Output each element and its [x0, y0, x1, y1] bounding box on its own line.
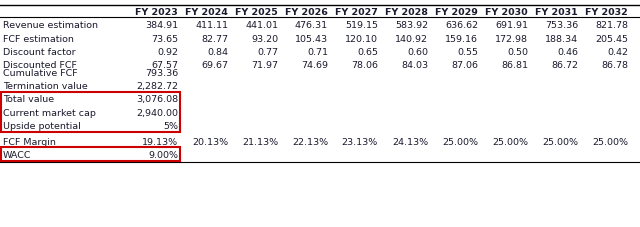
Text: 67.57: 67.57: [151, 61, 178, 70]
Text: 0.55: 0.55: [457, 48, 478, 57]
Bar: [1, 93, 180, 133]
Text: 120.10: 120.10: [345, 35, 378, 43]
Text: 25.00%: 25.00%: [592, 137, 628, 146]
Text: FY 2025: FY 2025: [236, 7, 278, 16]
Text: 159.16: 159.16: [445, 35, 478, 43]
Text: 5%: 5%: [163, 121, 178, 130]
Text: 0.65: 0.65: [357, 48, 378, 57]
Text: 9.00%: 9.00%: [148, 150, 178, 159]
Text: 0.50: 0.50: [507, 48, 528, 57]
Text: 25.00%: 25.00%: [442, 137, 478, 146]
Text: 105.43: 105.43: [295, 35, 328, 43]
Text: 20.13%: 20.13%: [192, 137, 228, 146]
Bar: [1, 148, 180, 161]
Text: 0.46: 0.46: [557, 48, 578, 57]
Text: 476.31: 476.31: [295, 21, 328, 30]
Text: 25.00%: 25.00%: [492, 137, 528, 146]
Text: 0.84: 0.84: [207, 48, 228, 57]
Text: 691.91: 691.91: [495, 21, 528, 30]
Text: 140.92: 140.92: [395, 35, 428, 43]
Text: 21.13%: 21.13%: [242, 137, 278, 146]
Text: Termination value: Termination value: [3, 82, 88, 91]
Text: 86.81: 86.81: [501, 61, 528, 70]
Text: FY 2026: FY 2026: [285, 7, 328, 16]
Text: 0.92: 0.92: [157, 48, 178, 57]
Text: 441.01: 441.01: [245, 21, 278, 30]
Text: 84.03: 84.03: [401, 61, 428, 70]
Text: Current market cap: Current market cap: [3, 108, 96, 117]
Text: 19.13%: 19.13%: [142, 137, 178, 146]
Text: 519.15: 519.15: [345, 21, 378, 30]
Text: Cumulative FCF: Cumulative FCF: [3, 69, 77, 78]
Text: 172.98: 172.98: [495, 35, 528, 43]
Text: 0.42: 0.42: [607, 48, 628, 57]
Text: 205.45: 205.45: [595, 35, 628, 43]
Text: 71.97: 71.97: [251, 61, 278, 70]
Text: Total value: Total value: [3, 95, 54, 104]
Text: 753.36: 753.36: [545, 21, 578, 30]
Text: 793.36: 793.36: [145, 69, 178, 78]
Text: Discount factor: Discount factor: [3, 48, 76, 57]
Text: 384.91: 384.91: [145, 21, 178, 30]
Text: Upside potential: Upside potential: [3, 121, 81, 130]
Text: 82.77: 82.77: [201, 35, 228, 43]
Text: 583.92: 583.92: [395, 21, 428, 30]
Text: FY 2023: FY 2023: [135, 7, 178, 16]
Text: 74.69: 74.69: [301, 61, 328, 70]
Text: Revenue estimation: Revenue estimation: [3, 21, 98, 30]
Text: 0.77: 0.77: [257, 48, 278, 57]
Text: 821.78: 821.78: [595, 21, 628, 30]
Text: 2,282.72: 2,282.72: [136, 82, 178, 91]
Text: FY 2029: FY 2029: [435, 7, 478, 16]
Text: 78.06: 78.06: [351, 61, 378, 70]
Text: FCF Margin: FCF Margin: [3, 137, 56, 146]
Text: 86.72: 86.72: [551, 61, 578, 70]
Text: FCF estimation: FCF estimation: [3, 35, 74, 43]
Text: 23.13%: 23.13%: [342, 137, 378, 146]
Text: FY 2031: FY 2031: [535, 7, 578, 16]
Text: 0.71: 0.71: [307, 48, 328, 57]
Text: 69.67: 69.67: [201, 61, 228, 70]
Text: FY 2024: FY 2024: [185, 7, 228, 16]
Text: 188.34: 188.34: [545, 35, 578, 43]
Text: Discounted FCF: Discounted FCF: [3, 61, 77, 70]
Text: 87.06: 87.06: [451, 61, 478, 70]
Text: 86.78: 86.78: [601, 61, 628, 70]
Text: 22.13%: 22.13%: [292, 137, 328, 146]
Text: 25.00%: 25.00%: [542, 137, 578, 146]
Text: 3,076.08: 3,076.08: [136, 95, 178, 104]
Text: FY 2028: FY 2028: [385, 7, 428, 16]
Text: 411.11: 411.11: [195, 21, 228, 30]
Text: 636.62: 636.62: [445, 21, 478, 30]
Text: 0.60: 0.60: [407, 48, 428, 57]
Text: 73.65: 73.65: [151, 35, 178, 43]
Text: FY 2030: FY 2030: [485, 7, 528, 16]
Text: FY 2032: FY 2032: [585, 7, 628, 16]
Text: WACC: WACC: [3, 150, 31, 159]
Text: 93.20: 93.20: [251, 35, 278, 43]
Text: 24.13%: 24.13%: [392, 137, 428, 146]
Text: 2,940.00: 2,940.00: [136, 108, 178, 117]
Text: FY 2027: FY 2027: [335, 7, 378, 16]
